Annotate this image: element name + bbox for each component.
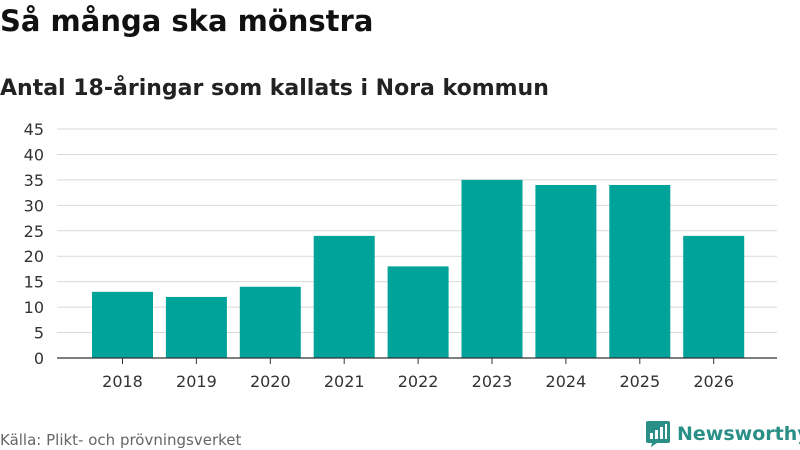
y-axis-ticks: 0 5 10 15 20 25 30 35 40 45 [24, 120, 44, 368]
x-tick-label: 2022 [398, 372, 439, 391]
x-tick-label: 2024 [546, 372, 587, 391]
bar-2019[interactable] [165, 296, 227, 358]
x-tick-label: 2023 [472, 372, 513, 391]
bar-2021[interactable] [313, 235, 375, 358]
newsworthy-logo-icon [646, 421, 670, 447]
bar-2023[interactable] [461, 179, 523, 358]
x-axis: 2018 2019 2020 2021 2022 2023 2024 2025 2026 [57, 357, 777, 391]
y-tick-label: 10 [24, 298, 44, 317]
x-tick-label: 2021 [324, 372, 365, 391]
y-tick-label: 45 [24, 120, 44, 139]
y-tick-label: 40 [24, 145, 44, 164]
x-tick-label: 2025 [619, 372, 660, 391]
bar-2022[interactable] [387, 266, 449, 358]
newsworthy-logo-text: Newsworthy [677, 423, 800, 445]
y-tick-label: 25 [24, 222, 44, 241]
y-tick-label: 15 [24, 273, 44, 292]
x-tick-label: 2020 [250, 372, 291, 391]
bar-2024[interactable] [535, 184, 597, 358]
y-tick-label: 20 [24, 247, 44, 266]
bar-2018[interactable] [92, 291, 153, 358]
chart-subtitle: Antal 18-åringar som kallats i Nora komm… [0, 76, 549, 101]
x-tick-label: 2018 [102, 372, 143, 391]
y-tick-label: 5 [34, 324, 44, 343]
bar-2025[interactable] [609, 184, 671, 358]
y-tick-label: 35 [24, 171, 44, 190]
chart-title: Så många ska mönstra [0, 4, 374, 38]
y-tick-label: 30 [24, 196, 44, 215]
x-tick-label: 2019 [176, 372, 217, 391]
y-tick-label: 0 [34, 349, 44, 368]
newsworthy-logo[interactable]: Newsworthy [645, 420, 800, 448]
bar-2026[interactable] [683, 235, 745, 358]
source-note: Källa: Plikt- och prövningsverket [0, 431, 242, 449]
bars [92, 179, 745, 358]
bar-2020[interactable] [239, 286, 301, 358]
x-tick-label: 2026 [693, 372, 734, 391]
